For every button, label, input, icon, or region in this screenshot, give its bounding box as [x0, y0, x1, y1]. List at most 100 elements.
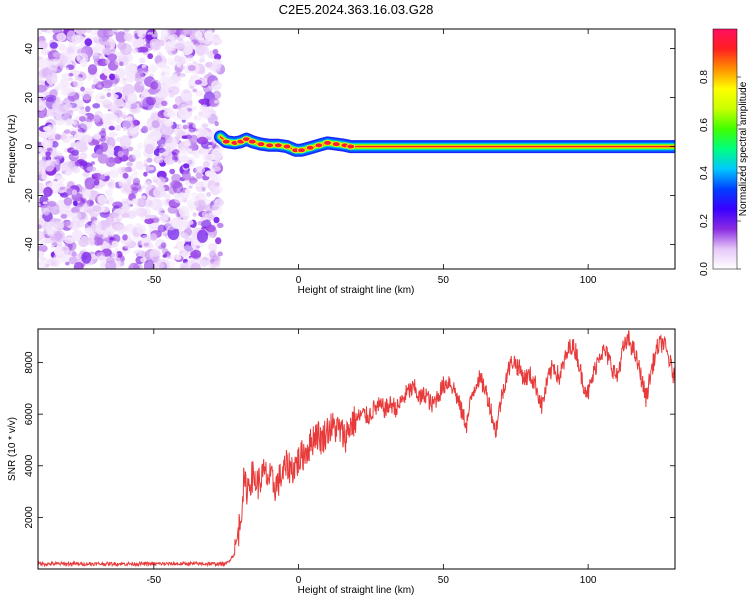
noise-speck: [161, 82, 166, 86]
noise-speck: [162, 151, 169, 157]
noise-speck: [151, 120, 160, 129]
noise-speck: [59, 62, 66, 69]
snr-panel: -50 0 50 100 2000 4000 6000 8000 Height of str…: [7, 328, 676, 596]
noise-speck: [153, 261, 165, 269]
noise-speck: [38, 260, 48, 269]
noise-speck: [189, 134, 199, 145]
noise-speck: [100, 95, 105, 100]
noise-speck: [71, 34, 81, 44]
noise-speck: [132, 41, 141, 49]
noise-speck: [41, 170, 46, 175]
colorbar-tick-label: 0.8: [699, 70, 710, 84]
noise-speck: [38, 131, 49, 138]
noise-speck: [111, 251, 118, 259]
noise-speck: [125, 72, 136, 83]
noise-speck: [149, 38, 160, 49]
noise-speck: [147, 53, 154, 60]
noise-speck: [174, 55, 181, 63]
noise-speck: [199, 67, 206, 75]
noise-speck: [123, 242, 132, 249]
noise-speck: [93, 114, 101, 123]
noise-speck: [123, 29, 130, 33]
noise-speck: [139, 46, 149, 53]
colorbar-label: Normalized spectral amplitude: [738, 81, 749, 216]
noise-speck: [132, 180, 140, 187]
noise-speck: [61, 81, 70, 89]
noise-speck: [65, 118, 75, 125]
noise-speck: [214, 53, 222, 61]
noise-speck: [184, 40, 194, 47]
noise-speck: [67, 77, 73, 82]
noise-speck: [139, 82, 145, 87]
noise-speck: [215, 237, 222, 245]
colorbar-tick-label: 0.2: [699, 214, 710, 228]
noise-speck: [38, 30, 42, 36]
snr-series-line: [38, 330, 675, 568]
noise-speck: [103, 231, 109, 238]
noise-speck: [188, 185, 193, 189]
noise-speck: [55, 218, 65, 229]
spectrogram-panel: -50 0 50 100 -40 -20 0 20 40 Height of straight…: [7, 28, 676, 296]
noise-speck: [130, 103, 139, 113]
noise-speck: [181, 135, 188, 139]
noise-speck: [73, 200, 78, 206]
noise-speck: [38, 160, 47, 172]
noise-speck: [198, 58, 205, 63]
noise-speck: [188, 45, 195, 50]
noise-speck: [145, 214, 151, 220]
noise-speck: [122, 172, 129, 179]
snr-y-label: SNR (10 * v/v): [7, 417, 18, 481]
noise-speck: [200, 150, 208, 158]
noise-speck: [116, 251, 123, 258]
noise-speck: [187, 198, 200, 209]
noise-speck: [94, 179, 100, 186]
noise-speck: [213, 177, 222, 183]
noise-speck: [46, 183, 52, 188]
noise-speck: [82, 171, 90, 177]
noise-speck: [201, 186, 206, 192]
noise-speck: [105, 189, 113, 196]
noise-speck: [79, 207, 85, 213]
noise-speck: [78, 109, 87, 115]
noise-speck: [123, 32, 132, 42]
noise-speck: [132, 149, 142, 160]
noise-speck: [47, 200, 57, 207]
noise-speck: [115, 218, 121, 222]
noise-speck: [190, 249, 202, 259]
noise-speck: [38, 81, 43, 86]
noise-speck: [200, 55, 205, 59]
noise-speck: [74, 159, 84, 167]
noise-speck: [115, 31, 128, 43]
noise-speck: [104, 70, 111, 77]
noise-speck: [130, 182, 142, 191]
noise-speck: [59, 245, 70, 257]
noise-speck: [51, 240, 59, 247]
noise-speck: [44, 177, 49, 183]
noise-speck: [61, 73, 71, 79]
noise-speck: [54, 158, 60, 165]
noise-speck: [116, 260, 125, 268]
x-tick-label: 0: [296, 575, 302, 586]
noise-speck: [74, 132, 83, 141]
noise-speck: [140, 257, 146, 263]
noise-speck: [64, 87, 77, 97]
snr-x-label: Height of straight line (km): [298, 585, 415, 596]
noise-speck: [151, 31, 158, 38]
colorbar-axis: 0.0 0.2 0.4 0.6 0.8: [699, 70, 741, 276]
noise-speck: [55, 133, 61, 141]
noise-speck: [177, 150, 189, 162]
noise-speck: [174, 43, 186, 51]
noise-speck: [167, 29, 177, 34]
signal-blob: [323, 139, 333, 146]
noise-speck: [162, 124, 173, 136]
noise-speck: [197, 220, 204, 226]
x-tick-label: -50: [147, 275, 162, 286]
signal-blob: [273, 142, 283, 149]
noise-speck: [206, 192, 212, 197]
noise-speck: [201, 107, 211, 119]
noise-speck: [68, 72, 74, 77]
signal-blob: [221, 138, 231, 145]
noise-speck: [94, 185, 99, 190]
noise-speck: [63, 103, 73, 111]
noise-speck: [160, 84, 171, 96]
